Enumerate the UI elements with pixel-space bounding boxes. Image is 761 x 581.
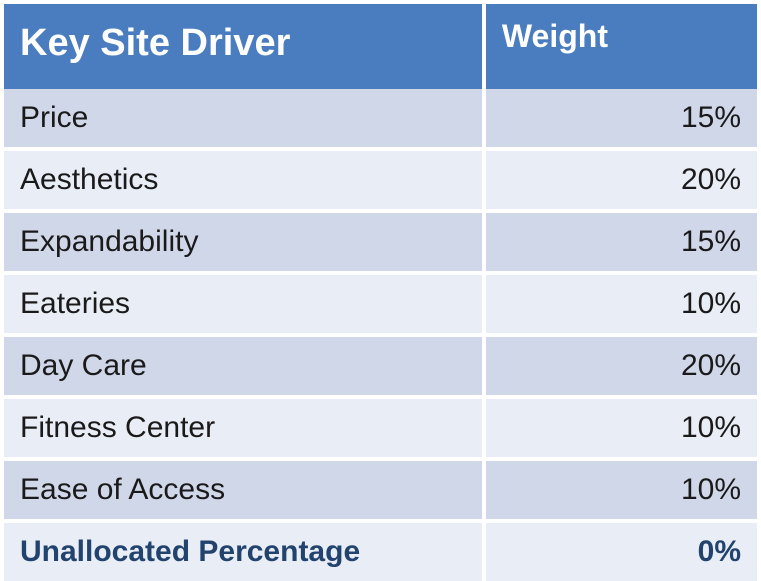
footer-label: Unallocated Percentage [4, 523, 486, 581]
cell-weight: 10% [486, 275, 757, 337]
table-body: Price 15% Aesthetics 20% Expandability 1… [4, 89, 757, 581]
table-row: Aesthetics 20% [4, 151, 757, 213]
table-row: Day Care 20% [4, 337, 757, 399]
table-row: Price 15% [4, 89, 757, 151]
cell-weight: 20% [486, 151, 757, 213]
cell-weight: 10% [486, 399, 757, 461]
column-header-weight: Weight [486, 4, 757, 89]
cell-weight: 20% [486, 337, 757, 399]
cell-driver: Ease of Access [4, 461, 486, 523]
cell-driver: Aesthetics [4, 151, 486, 213]
table-footer-row: Unallocated Percentage 0% [4, 523, 757, 581]
cell-weight: 15% [486, 213, 757, 275]
cell-driver: Fitness Center [4, 399, 486, 461]
table-row: Ease of Access 10% [4, 461, 757, 523]
cell-weight: 10% [486, 461, 757, 523]
cell-driver: Expandability [4, 213, 486, 275]
cell-weight: 15% [486, 89, 757, 151]
site-driver-table: Key Site Driver Weight Price 15% Aesthet… [4, 4, 757, 581]
table-row: Fitness Center 10% [4, 399, 757, 461]
cell-driver: Day Care [4, 337, 486, 399]
cell-driver: Eateries [4, 275, 486, 337]
footer-value: 0% [486, 523, 757, 581]
table-header-row: Key Site Driver Weight [4, 4, 757, 89]
table-row: Expandability 15% [4, 213, 757, 275]
cell-driver: Price [4, 89, 486, 151]
table-row: Eateries 10% [4, 275, 757, 337]
column-header-driver: Key Site Driver [4, 4, 486, 89]
